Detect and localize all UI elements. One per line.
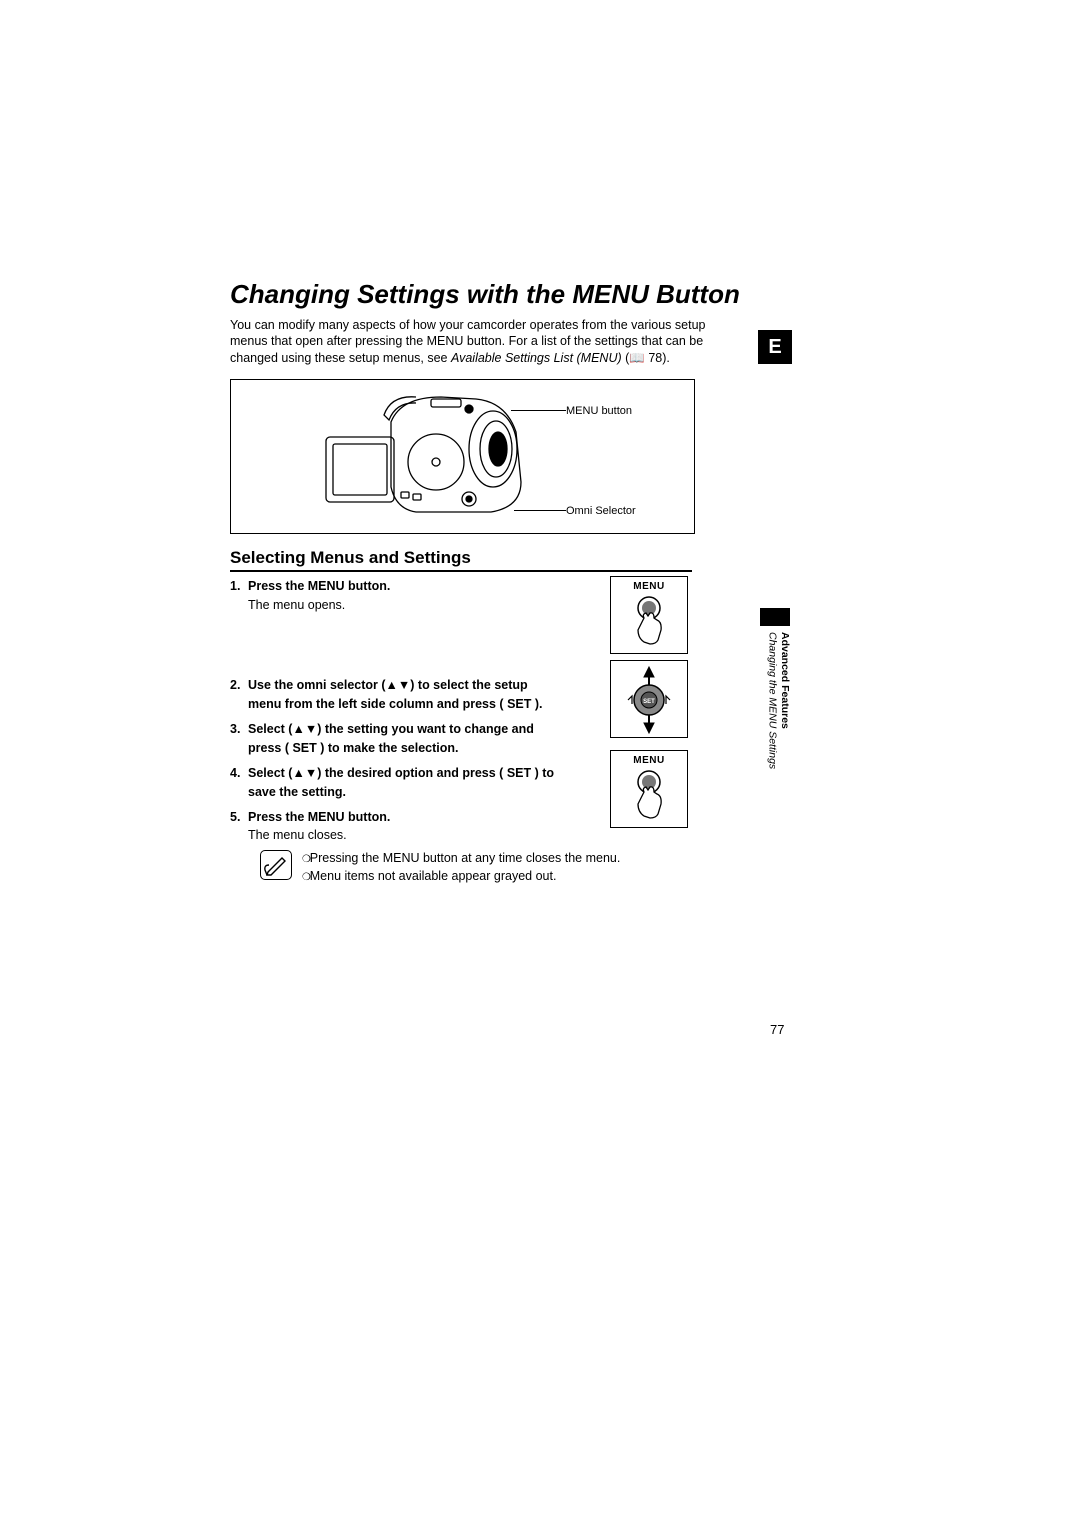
page-title: Changing Settings with the MENU Button: [230, 280, 820, 309]
step-5: 5. Press the MENU button. The menu close…: [230, 809, 570, 844]
intro-line3a: changed using these setup menus, see: [230, 351, 451, 365]
menu-label-2: MENU: [633, 755, 664, 766]
step-4-line2: save the setting.: [230, 784, 570, 801]
menu-label-1: MENU: [633, 581, 664, 592]
finger-press-icon: [624, 594, 674, 646]
step-icons: MENU SET MENU: [610, 576, 690, 834]
step-1-sub: The menu opens.: [230, 597, 570, 613]
diagram-label-omni-selector: Omni Selector: [566, 505, 636, 517]
step-3-line1: 3. Select (▲▼) the setting you want to c…: [230, 721, 570, 738]
step-1-num: 1.: [230, 578, 240, 595]
intro-line3b: Available Settings List (MENU): [451, 351, 622, 365]
step-3-t2: press ( SET ) to make the selection.: [248, 741, 458, 755]
subheading: Selecting Menus and Settings: [230, 548, 692, 572]
step-4-num: 4.: [230, 765, 240, 782]
label-line-omni: [514, 510, 566, 511]
sidetab-line2: Changing the MENU Settings: [767, 632, 779, 769]
step-2-line1: 2. Use the omni selector (▲▼) to select …: [230, 677, 570, 694]
omni-selector-icon: SET: [610, 660, 688, 738]
step-5-sub: The menu closes.: [230, 827, 570, 843]
intro-line1: You can modify many aspects of how your …: [230, 318, 705, 332]
page-number: 77: [770, 1022, 784, 1037]
side-tab: Advanced Features Changing the MENU Sett…: [760, 608, 790, 838]
svg-text:SET: SET: [643, 699, 655, 705]
side-tab-marker: [760, 608, 790, 626]
step-5-num: 5.: [230, 809, 240, 826]
step-1: 1. Press the MENU button. The menu opens…: [230, 578, 570, 613]
step-5-main: Press the MENU button.: [248, 810, 390, 824]
step-2-t2: menu from the left side column and press…: [248, 697, 543, 711]
intro-line2: menus that open after pressing the MENU …: [230, 334, 703, 348]
notes-text: Pressing the MENU button at any time clo…: [302, 850, 620, 885]
step-4-t2: save the setting.: [248, 785, 346, 799]
step-3-num: 3.: [230, 721, 240, 738]
side-tab-text: Advanced Features Changing the MENU Sett…: [766, 632, 791, 769]
page-content: Changing Settings with the MENU Button Y…: [230, 280, 820, 852]
step-1-text: 1. Press the MENU button.: [230, 578, 570, 595]
note-1: Pressing the MENU button at any time clo…: [302, 850, 620, 868]
step-3: 3. Select (▲▼) the setting you want to c…: [230, 721, 570, 757]
step-5-text: 5. Press the MENU button.: [230, 809, 570, 826]
menu-button-press-icon-2: MENU: [610, 750, 688, 828]
intro-paragraph: You can modify many aspects of how your …: [230, 317, 730, 368]
finger-press-icon-2: [624, 768, 674, 820]
label-line-menu: [511, 410, 566, 411]
step-4-line1: 4. Select (▲▼) the desired option and pr…: [230, 765, 570, 782]
step-2-line2: menu from the left side column and press…: [230, 696, 570, 713]
camcorder-diagram: MENU button Omni Selector: [230, 379, 695, 534]
step-4: 4. Select (▲▼) the desired option and pr…: [230, 765, 570, 801]
notes-block: Pressing the MENU button at any time clo…: [260, 850, 780, 885]
step-1-main: Press the MENU button.: [248, 579, 390, 593]
camcorder-illustration: [321, 387, 531, 527]
intro-line3c: (📖 78).: [622, 351, 670, 365]
step-2-num: 2.: [230, 677, 240, 694]
step-2: 2. Use the omni selector (▲▼) to select …: [230, 677, 570, 713]
step-4-t1: Select (▲▼) the desired option and press…: [248, 766, 554, 780]
sidetab-line1: Advanced Features: [779, 632, 791, 729]
pencil-note-icon: [264, 854, 288, 876]
selector-arrows-icon: SET: [618, 665, 680, 735]
step-3-line2: press ( SET ) to make the selection.: [230, 740, 570, 757]
menu-button-press-icon-1: MENU: [610, 576, 688, 654]
note-2: Menu items not available appear grayed o…: [302, 868, 620, 886]
notes-icon: [260, 850, 292, 880]
step-2-t1: Use the omni selector (▲▼) to select the…: [248, 678, 528, 692]
step-3-t1: Select (▲▼) the setting you want to chan…: [248, 722, 534, 736]
language-badge: E: [758, 330, 792, 364]
diagram-label-menu-button: MENU button: [566, 405, 632, 417]
steps-list: 1. Press the MENU button. The menu opens…: [230, 578, 570, 844]
